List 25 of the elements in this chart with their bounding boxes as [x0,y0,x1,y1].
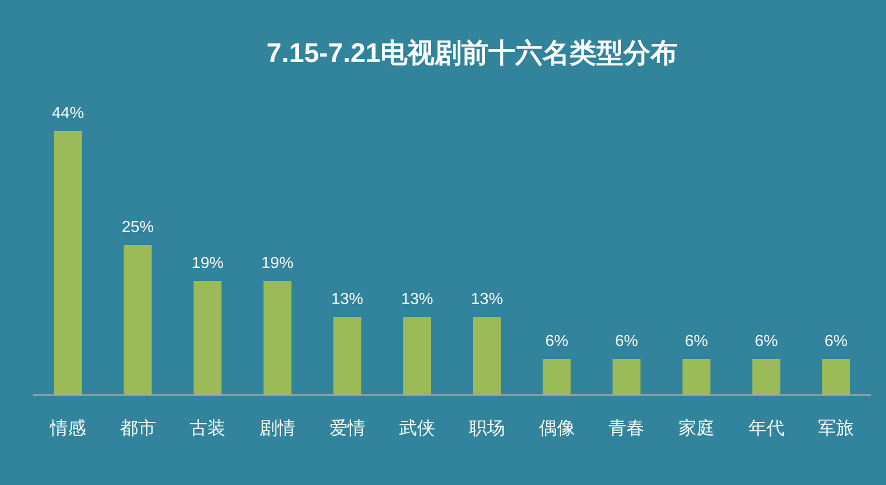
data-label: 13% [401,291,434,308]
x-tick-label: 情感 [48,418,86,438]
x-tick-label: 都市 [120,418,156,438]
x-tick-label: 青春 [608,418,645,438]
data-label: 6% [684,333,708,350]
x-tick-label: 偶像 [538,418,575,438]
data-label: 6% [824,333,848,350]
data-label: 25% [122,219,154,236]
x-tick-label: 军旅 [818,418,854,438]
chart-title: 7.15-7.21电视剧前十六名类型分布 [266,38,678,68]
data-label: 13% [470,291,503,308]
x-tick-label: 剧情 [259,418,296,438]
data-label: 6% [615,333,638,350]
data-label: 19% [192,255,224,272]
data-label: 6% [545,333,568,350]
x-tick-label: 武侠 [399,418,436,438]
x-tick-label: 家庭 [678,418,714,438]
x-tick-label: 爱情 [329,418,366,438]
data-label: 44% [52,105,84,122]
data-label: 19% [261,255,294,272]
data-label: 6% [754,333,778,350]
x-tick-label: 年代 [748,418,784,438]
x-tick-label: 古装 [190,418,226,438]
data-label: 13% [331,291,364,308]
x-tick-label: 职场 [468,418,505,438]
